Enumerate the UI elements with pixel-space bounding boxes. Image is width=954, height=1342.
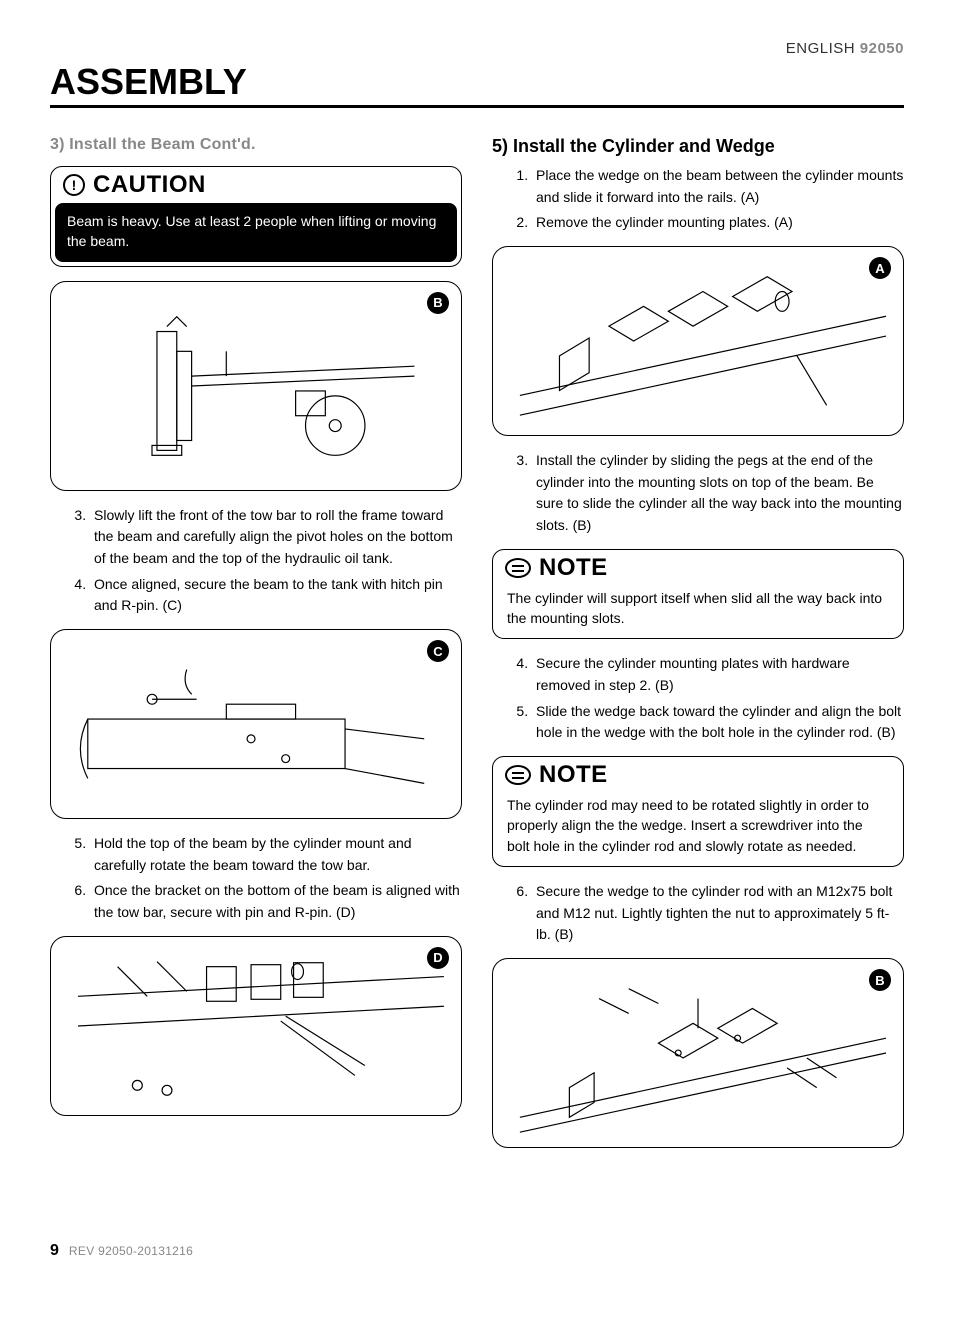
list-item: Remove the cylinder mounting plates. (A) (532, 212, 904, 234)
figure-badge: B (869, 969, 891, 991)
list-item: Hold the top of the beam by the cylinder… (90, 833, 462, 876)
figure-b-right: B (492, 958, 904, 1148)
figure-badge: D (427, 947, 449, 969)
note-body: The cylinder rod may need to be rotated … (493, 789, 903, 866)
list-item: Place the wedge on the beam between the … (532, 165, 904, 208)
diagram-b-icon (51, 282, 461, 490)
page-number: 9 (50, 1242, 59, 1259)
list-item: Secure the wedge to the cylinder rod wit… (532, 881, 904, 946)
left-steps-5-6: Hold the top of the beam by the cylinder… (50, 833, 462, 924)
step3-continued-heading: 3) Install the Beam Cont'd. (50, 136, 462, 154)
list-item: Slide the wedge back toward the cylinder… (532, 701, 904, 744)
right-steps-6: Secure the wedge to the cylinder rod wit… (492, 881, 904, 946)
diagram-b2-icon (493, 959, 903, 1147)
diagram-c-icon (51, 630, 461, 818)
figure-b-left: B (50, 281, 462, 491)
figure-d: D (50, 936, 462, 1116)
note-body: The cylinder will support itself when sl… (493, 582, 903, 639)
figure-c: C (50, 629, 462, 819)
note-icon (505, 558, 531, 578)
right-column: 5) Install the Cylinder and Wedge Place … (492, 136, 904, 1162)
list-item: Secure the cylinder mounting plates with… (532, 653, 904, 696)
revision-label: REV 92050-20131216 (69, 1244, 193, 1258)
figure-a: A (492, 246, 904, 436)
page-footer: 9 REV 92050-20131216 (50, 1242, 904, 1260)
list-item: Once the bracket on the bottom of the be… (90, 880, 462, 923)
left-steps-3-4: Slowly lift the front of the tow bar to … (50, 505, 462, 617)
right-steps-1-2: Place the wedge on the beam between the … (492, 165, 904, 234)
note-callout-2: NOTE The cylinder rod may need to be rot… (492, 756, 904, 867)
diagram-d-icon (51, 937, 461, 1115)
caution-callout: ! CAUTION Beam is heavy. Use at least 2 … (50, 166, 462, 267)
header-language-model: ENGLISH 92050 (50, 40, 904, 57)
right-steps-4-5: Secure the cylinder mounting plates with… (492, 653, 904, 744)
note-callout-1: NOTE The cylinder will support itself wh… (492, 549, 904, 640)
page-title: ASSEMBLY (50, 61, 904, 108)
note-header: NOTE (493, 757, 903, 789)
figure-badge: C (427, 640, 449, 662)
caution-title: CAUTION (93, 171, 206, 199)
figure-badge: A (869, 257, 891, 279)
caution-header: ! CAUTION (51, 167, 461, 199)
model-number: 92050 (860, 40, 904, 57)
left-column: 3) Install the Beam Cont'd. ! CAUTION Be… (50, 136, 462, 1162)
note-header: NOTE (493, 550, 903, 582)
language-label: ENGLISH (786, 40, 855, 57)
list-item: Once aligned, secure the beam to the tan… (90, 574, 462, 617)
diagram-a-icon (493, 247, 903, 435)
list-item: Install the cylinder by sliding the pegs… (532, 450, 904, 537)
caution-icon: ! (63, 174, 85, 196)
note-title: NOTE (539, 761, 608, 789)
right-steps-3: Install the cylinder by sliding the pegs… (492, 450, 904, 537)
list-item: Slowly lift the front of the tow bar to … (90, 505, 462, 570)
figure-badge: B (427, 292, 449, 314)
step5-heading: 5) Install the Cylinder and Wedge (492, 136, 904, 157)
caution-body: Beam is heavy. Use at least 2 people whe… (55, 203, 457, 262)
content-columns: 3) Install the Beam Cont'd. ! CAUTION Be… (50, 136, 904, 1162)
note-title: NOTE (539, 554, 608, 582)
note-icon (505, 765, 531, 785)
